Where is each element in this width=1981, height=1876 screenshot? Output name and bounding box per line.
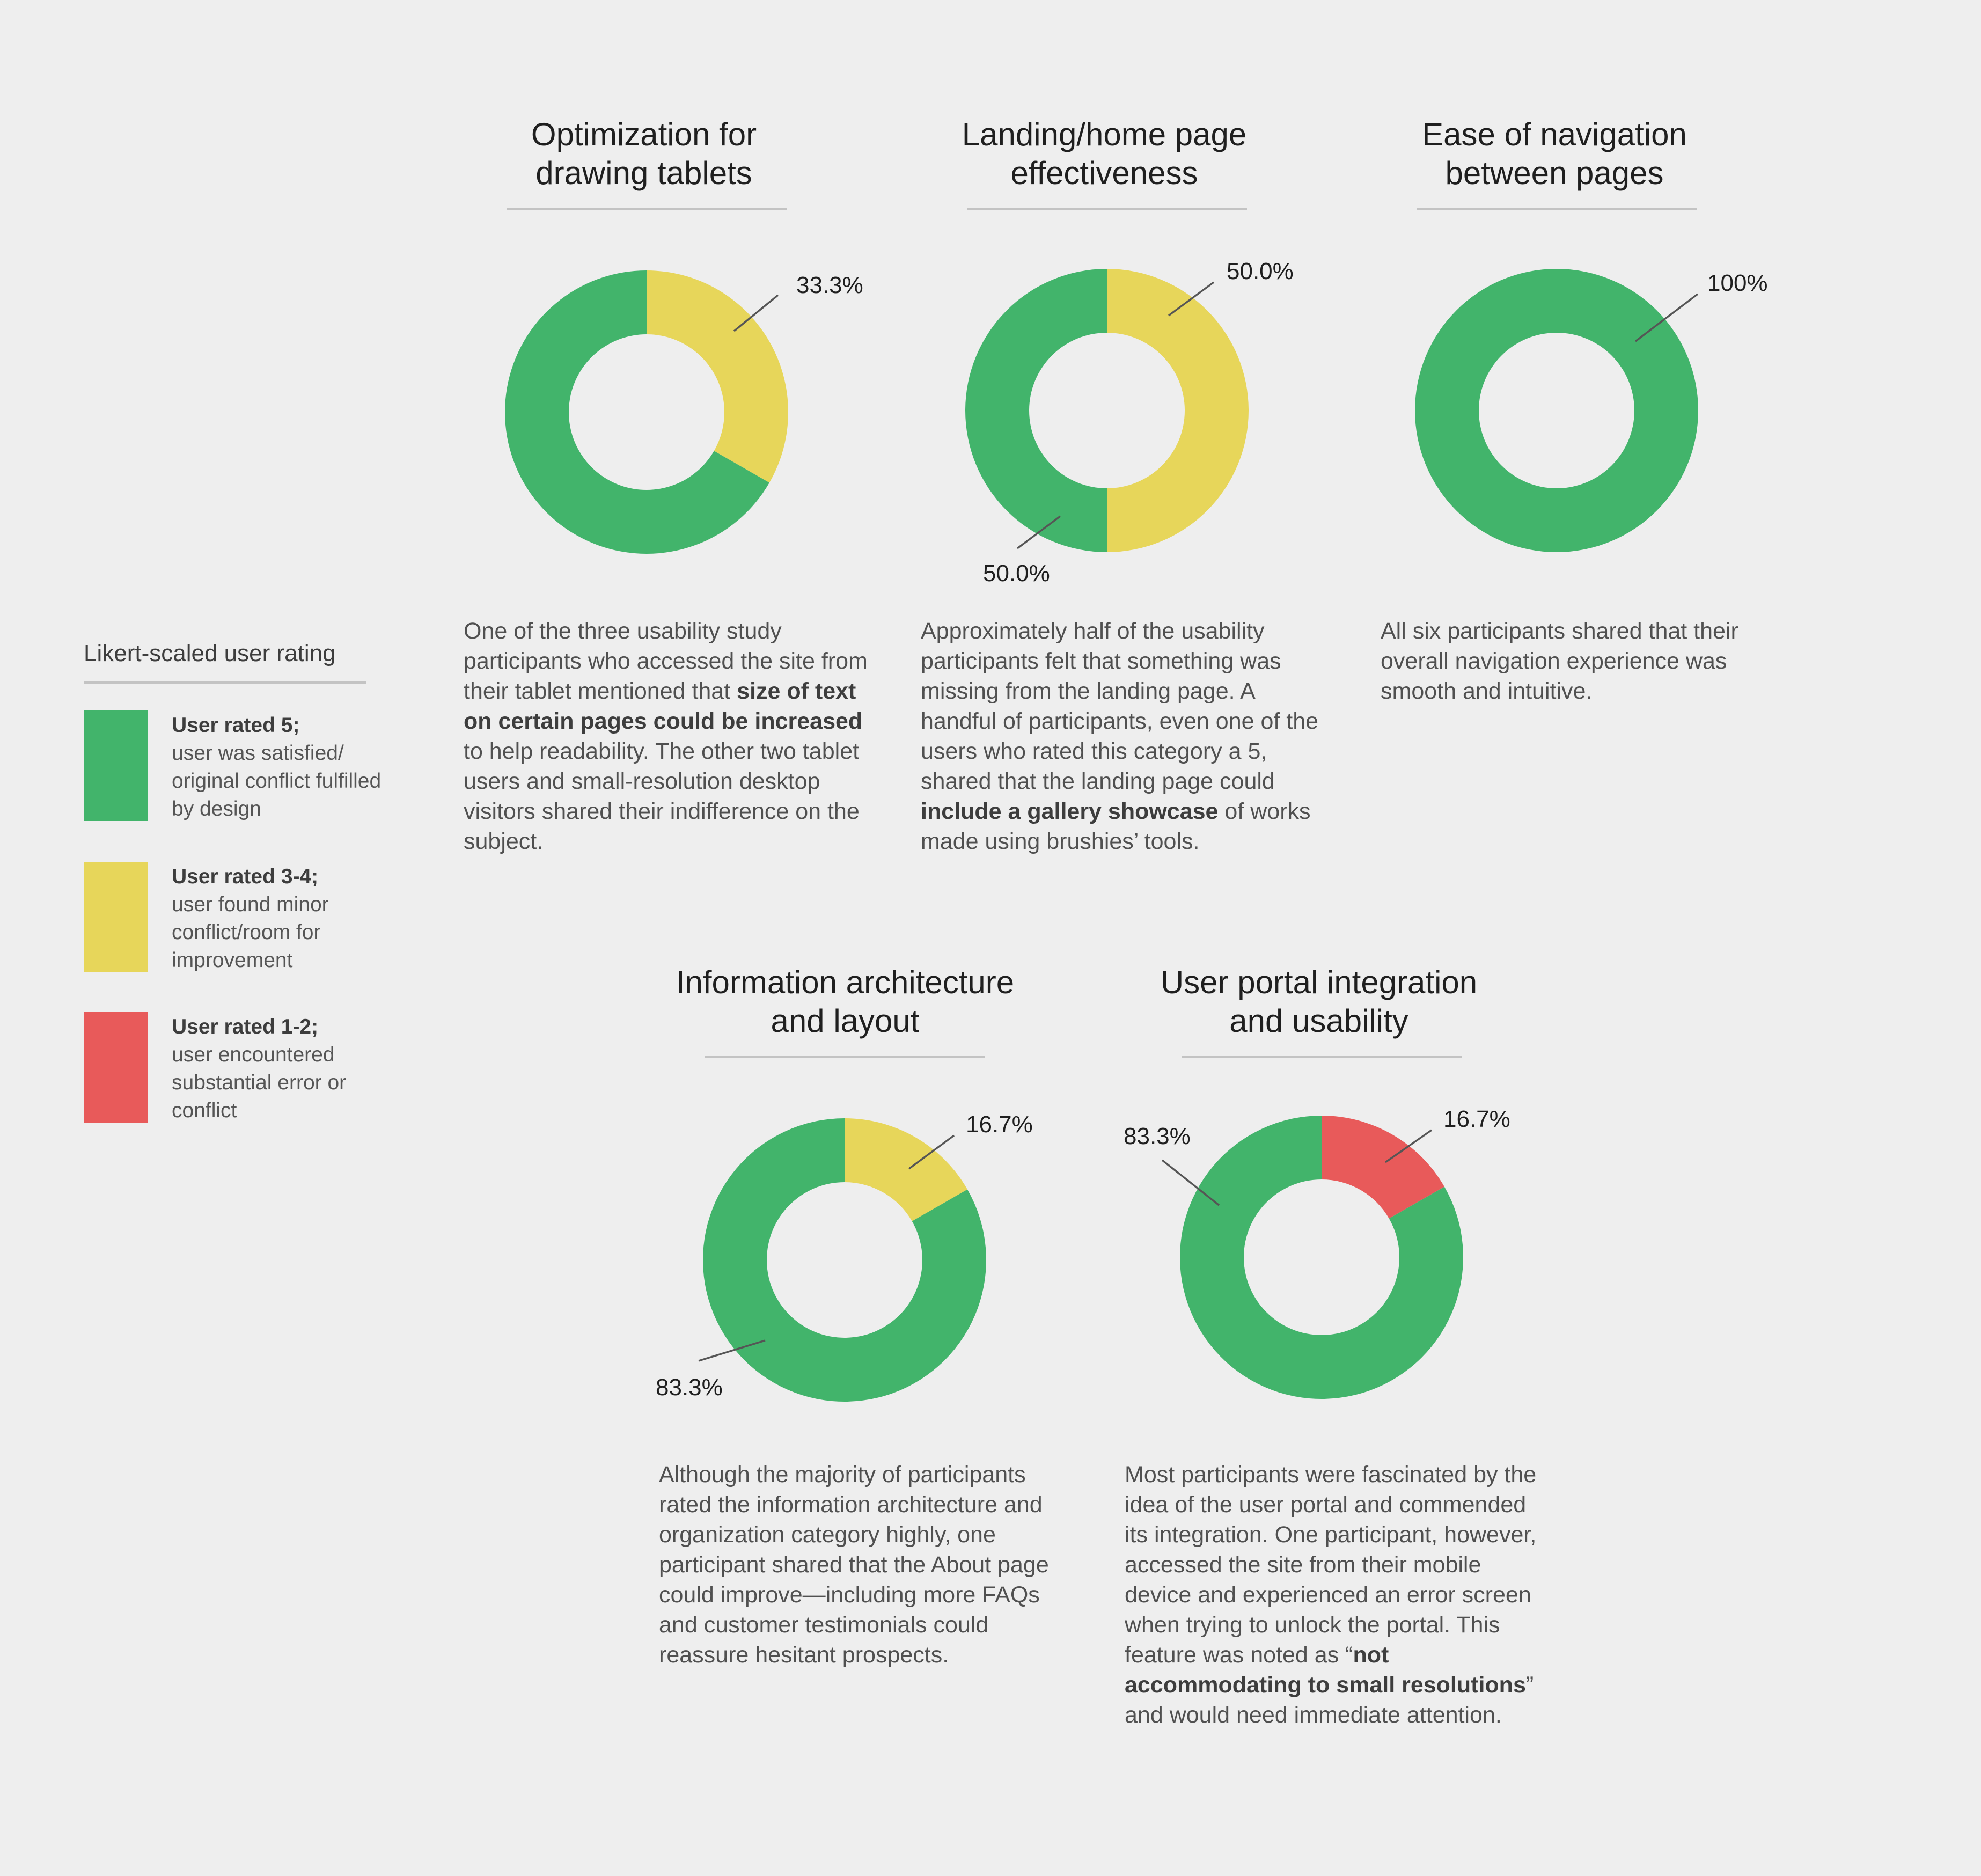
donut-slice	[1322, 1116, 1444, 1219]
legend-title: Likert-scaled user rating	[84, 640, 336, 666]
donut-slice	[845, 1118, 967, 1221]
donut-slice	[647, 270, 788, 483]
data-label: 50.0%	[983, 560, 1050, 587]
chart-title-divider	[705, 1056, 985, 1058]
donut-slice	[1415, 269, 1698, 552]
donut-slice	[1180, 1116, 1464, 1399]
chart-title: Landing/home page effectiveness	[962, 116, 1247, 191]
chart-description: All six participants shared that their o…	[1381, 618, 1738, 704]
legend-item-rated-1-2: User rated 1-2; user encountered substan…	[84, 1012, 406, 1125]
data-label: 16.7%	[1443, 1106, 1510, 1132]
chart-title-divider	[1417, 208, 1697, 210]
leader-line	[1161, 1159, 1220, 1206]
legend-label: User rated 5;	[172, 714, 300, 737]
donut-slice	[965, 269, 1107, 552]
data-label: 50.0%	[1227, 258, 1294, 284]
legend-label: User rated 1-2;	[172, 1015, 319, 1038]
chart-title: Optimization for drawing tablets	[531, 116, 757, 191]
data-label: 16.7%	[966, 1111, 1033, 1138]
data-label: 83.3%	[656, 1374, 723, 1401]
chart-title: Ease of navigation between pages	[1422, 116, 1687, 191]
chart-title: User portal integration and usability	[1160, 964, 1478, 1039]
chart-description: Although the majority of participants ra…	[659, 1462, 1049, 1668]
data-label: 100%	[1707, 270, 1768, 296]
leader-line	[733, 294, 779, 332]
data-label: 33.3%	[796, 272, 863, 298]
leader-line	[908, 1134, 955, 1170]
leader-line	[1634, 293, 1699, 342]
leader-line	[1384, 1129, 1433, 1163]
legend-label: User rated 3-4;	[172, 865, 319, 888]
legend-swatch-red	[84, 1012, 148, 1123]
leader-line	[698, 1339, 766, 1362]
legend-divider	[84, 681, 366, 684]
legend-description: user encountered substantial error or co…	[172, 1043, 347, 1122]
chart-title-divider	[507, 208, 787, 210]
chart-title-divider	[1182, 1056, 1462, 1058]
leader-line	[1016, 515, 1061, 549]
legend-item-rated-3-4: User rated 3-4; user found minor conflic…	[84, 862, 406, 974]
data-label: 83.3%	[1124, 1123, 1191, 1149]
legend-swatch-yellow	[84, 862, 148, 972]
donut-slice	[1107, 269, 1249, 552]
chart-description: Approximately half of the usability part…	[921, 618, 1319, 854]
donut-slice	[702, 1118, 986, 1402]
legend-description: user was satisfied/ original conflict fu…	[172, 742, 381, 820]
chart-title-divider	[967, 208, 1247, 210]
legend-item-rated-5: User rated 5; user was satisfied/ origin…	[84, 710, 406, 823]
chart-description: Most participants were fascinated by the…	[1125, 1462, 1537, 1728]
legend-swatch-green	[84, 710, 148, 821]
legend-description: user found minor conflict/room for impro…	[172, 893, 329, 972]
leader-line	[1168, 281, 1215, 317]
chart-description: One of the three usability study partici…	[464, 618, 868, 854]
donut-slice	[505, 270, 769, 554]
chart-title: Information architecture and layout	[676, 964, 1015, 1039]
